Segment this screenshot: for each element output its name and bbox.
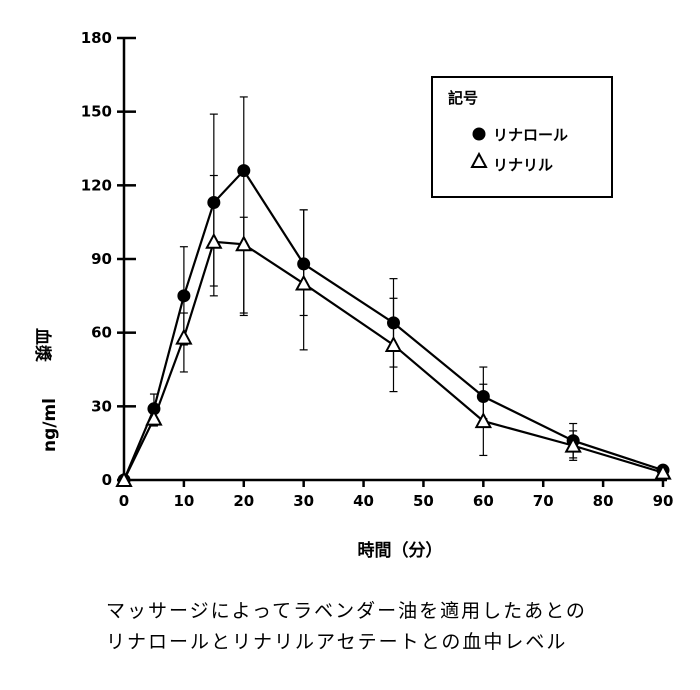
legend-marker-linalool — [472, 127, 486, 141]
data-point — [115, 470, 133, 487]
data-point — [384, 335, 403, 352]
legend-label-linalool: リナロール — [493, 126, 568, 144]
data-point — [177, 289, 191, 303]
data-point — [654, 463, 672, 480]
y-ticks: 0 30 60 90 120 150 180 — [81, 29, 136, 489]
legend-title: 記号 — [448, 89, 478, 107]
y-axis-title-main: 血漿 — [32, 328, 53, 362]
x-tick-label: 60 — [473, 492, 494, 510]
legend-label-linalyl: リナリル — [493, 156, 553, 174]
x-tick-label: 70 — [533, 492, 554, 510]
x-tick-label: 10 — [173, 492, 194, 510]
y-tick-label: 0 — [102, 471, 112, 489]
y-tick-label: 150 — [81, 103, 112, 121]
y-tick-label: 60 — [91, 324, 112, 342]
series-1 — [115, 174, 672, 487]
data-point — [235, 235, 253, 252]
plasma-level-chart: 0 30 60 90 120 150 180 0 10 20 30 40 50 60 70 80 90 時間（… — [32, 29, 674, 561]
y-tick-label: 90 — [91, 250, 112, 268]
x-axis-title: 時間（分） — [358, 540, 443, 561]
x-tick-label: 50 — [413, 492, 434, 510]
y-tick-label: 120 — [81, 176, 112, 194]
data-point — [205, 232, 223, 249]
legend-marker-linalyl — [470, 151, 488, 168]
series-layer — [115, 96, 672, 487]
data-point — [564, 436, 582, 453]
x-tick-label: 40 — [353, 492, 374, 510]
x-ticks: 0 10 20 30 40 50 60 70 80 90 — [119, 480, 674, 510]
caption-line-1: マッサージによってラベンダー油を適用したあとの — [106, 600, 587, 622]
legend: 記号 リナロール リナリル — [431, 76, 613, 198]
figure-caption: マッサージによってラベンダー油を適用したあとの リナロールとリナリルアセテートと… — [106, 596, 686, 658]
series-line — [122, 168, 664, 481]
series-line — [123, 240, 664, 481]
x-tick-label: 30 — [293, 492, 314, 510]
data-point — [145, 409, 163, 426]
x-tick-label: 20 — [233, 492, 254, 510]
x-tick-label: 80 — [593, 492, 614, 510]
y-tick-label: 180 — [81, 29, 112, 47]
data-point — [175, 328, 193, 345]
error-bar — [239, 216, 248, 317]
data-point — [237, 164, 251, 178]
x-tick-label: 0 — [119, 492, 129, 510]
y-tick-label: 30 — [91, 397, 112, 415]
caption-line-2: リナロールとリナリルアセテートとの血中レベル — [106, 631, 568, 653]
y-axis-title-unit: ng/ml — [40, 398, 60, 452]
legend-box — [431, 76, 613, 198]
x-tick-label: 90 — [653, 492, 674, 510]
error-bar — [209, 174, 218, 287]
data-point — [294, 274, 313, 291]
series-1-error-bars — [149, 174, 667, 476]
data-point — [474, 411, 493, 429]
